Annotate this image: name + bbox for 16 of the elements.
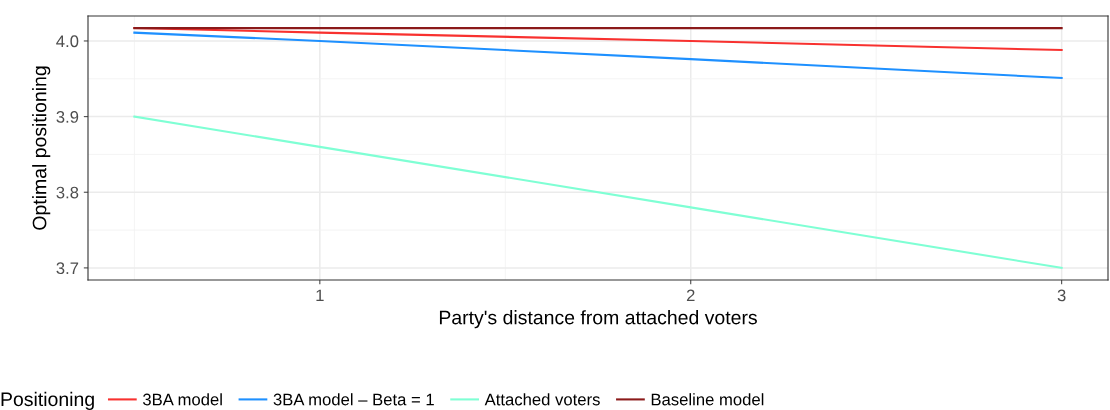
y-tick-label: 3.7: [56, 262, 79, 275]
y-axis-title: Optimal positioning: [32, 66, 51, 230]
line-series: [133, 31, 1063, 80]
legend-label: Attached voters: [484, 393, 600, 406]
legend-label: 3BA model – Beta = 1: [273, 393, 434, 406]
legend-label: 3BA model: [142, 393, 222, 406]
y-tick-label: 3.8: [56, 186, 79, 199]
x-tick-label: 3: [1057, 289, 1066, 302]
legend-label: Baseline model: [651, 393, 764, 406]
x-axis-title: Party's distance from attached voters: [439, 310, 757, 329]
x-tick-label: 1: [316, 289, 324, 302]
line-series: [133, 115, 1063, 269]
y-tick-label: 4.0: [56, 35, 79, 48]
x-tick-label: 2: [686, 289, 695, 302]
legend-title: Positioning: [1, 391, 94, 410]
y-tick-label: 3.9: [56, 111, 79, 123]
